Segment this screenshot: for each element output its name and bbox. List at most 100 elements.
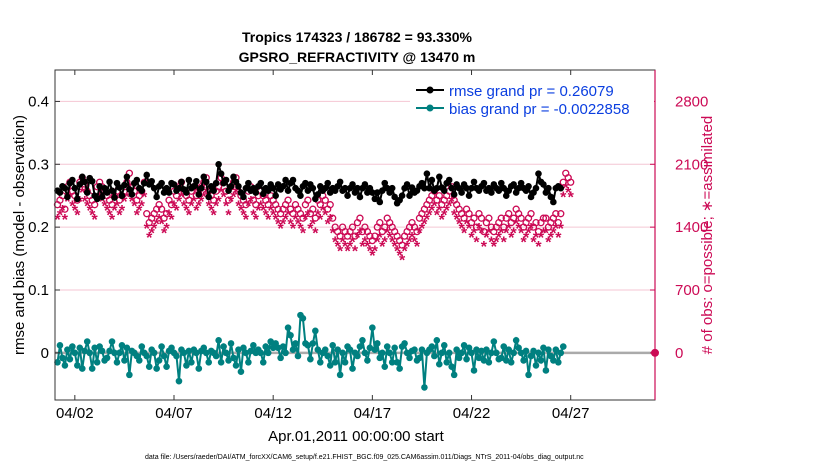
rmse-point xyxy=(321,184,329,192)
obs-assimilated-point: * xyxy=(300,226,307,243)
rmse-point xyxy=(76,181,84,188)
rmse-point xyxy=(175,184,183,192)
rmse-point xyxy=(153,193,160,201)
obs-possible-point xyxy=(435,192,443,200)
bias-point xyxy=(287,331,294,339)
obs-assimilated-point: * xyxy=(330,226,337,243)
rmse-point xyxy=(294,187,302,194)
obs-assimilated-point: * xyxy=(503,226,510,243)
obs-possible-point xyxy=(299,214,307,222)
rmse-point xyxy=(468,184,475,192)
bias-point xyxy=(160,352,168,360)
obs-assimilated-point: * xyxy=(245,199,252,216)
bias-point xyxy=(289,346,297,354)
bias-point xyxy=(346,346,354,354)
bias-point xyxy=(200,344,208,352)
rmse-point xyxy=(269,184,277,192)
bias-point xyxy=(316,358,324,366)
obs-assimilated-point: * xyxy=(501,235,508,252)
rmse-point xyxy=(398,192,406,200)
rmse-point xyxy=(450,191,458,198)
obs-assimilated-point: * xyxy=(280,217,287,234)
rmse-point xyxy=(448,184,455,192)
bias-point xyxy=(376,354,384,362)
bias-point xyxy=(180,349,188,357)
obs-assimilated-point: * xyxy=(295,217,302,234)
bias-point xyxy=(401,340,408,347)
obs-assimilated-point: * xyxy=(253,212,260,229)
rmse-point xyxy=(445,176,453,184)
obs-assimilated-point: * xyxy=(372,244,379,261)
bias-point xyxy=(321,346,329,354)
obs-assimilated-point: * xyxy=(543,226,550,243)
obs-assimilated-point: * xyxy=(213,199,220,216)
bias-point xyxy=(312,327,319,335)
y-tick-label: 0 xyxy=(41,345,49,362)
obs-assimilated-point: * xyxy=(397,248,404,265)
obs-possible-point xyxy=(304,196,312,204)
rmse-point xyxy=(435,173,443,181)
bias-point xyxy=(237,368,245,376)
rmse-series xyxy=(54,160,565,207)
bias-point xyxy=(440,342,448,349)
bias-point xyxy=(188,358,195,366)
rmse-point xyxy=(440,187,448,194)
bias-point xyxy=(220,343,227,350)
rmse-point xyxy=(69,176,76,184)
bias-point xyxy=(443,358,451,366)
rmse-point xyxy=(245,179,252,187)
obs-assimilated-point: * xyxy=(364,239,371,256)
rmse-point xyxy=(428,176,436,184)
obs-assimilated-point: * xyxy=(275,217,282,234)
rmse-point xyxy=(344,192,351,200)
obs-assimilated-point: * xyxy=(248,194,255,211)
rmse-point xyxy=(165,189,173,196)
obs-assimilated-point: * xyxy=(163,221,170,238)
bias-point xyxy=(339,349,346,357)
obs-assimilated-point: * xyxy=(290,221,297,238)
obs-assimilated-point: * xyxy=(168,212,175,229)
bias-point xyxy=(324,352,332,360)
obs-assimilated-point: * xyxy=(488,235,495,252)
obs-assimilated-point: * xyxy=(69,199,76,216)
rmse-point xyxy=(74,195,81,203)
rmse-point xyxy=(200,173,208,181)
obs-assimilated-point: * xyxy=(238,203,245,220)
obs-assimilated-point: * xyxy=(228,194,235,211)
bias-point xyxy=(138,343,146,350)
obs-assimilated-point: * xyxy=(235,199,242,216)
rmse-point xyxy=(336,178,344,186)
y-axis-label: rmse and bias (model - observation) xyxy=(11,115,28,355)
obs-possible-point xyxy=(108,201,116,209)
bias-point xyxy=(329,342,336,349)
bias-point xyxy=(103,354,111,362)
obs-assimilated-point: * xyxy=(258,199,265,216)
rmse-point xyxy=(535,170,542,178)
obs-assimilated-point: * xyxy=(565,185,572,202)
bias-point xyxy=(145,363,153,370)
bias-point xyxy=(294,352,302,360)
obs-assimilated-point: * xyxy=(558,221,565,238)
bias-point xyxy=(438,349,446,357)
x-tick-label: 04/22 xyxy=(453,405,491,422)
bias-point xyxy=(381,363,389,370)
obs-assimilated-point: * xyxy=(273,212,280,229)
obs-possible-point xyxy=(61,205,69,213)
bias-point xyxy=(173,352,180,360)
rmse-point xyxy=(289,176,297,184)
rmse-point xyxy=(193,177,200,185)
obs-possible-point xyxy=(252,201,260,209)
obs-possible-point xyxy=(336,232,344,240)
bias-point xyxy=(292,340,299,347)
obs-assimilated-point: * xyxy=(560,190,567,207)
obs-possible-point xyxy=(311,214,319,222)
obs-possible-point xyxy=(185,196,193,204)
bias-point xyxy=(510,349,517,357)
obs-possible-point xyxy=(329,214,337,222)
bias-point xyxy=(520,357,527,364)
obs-assimilated-series: ****************************************… xyxy=(54,181,574,270)
obs-assimilated-point: * xyxy=(466,221,473,238)
rmse-point xyxy=(515,184,522,192)
obs-assimilated-point: * xyxy=(436,203,443,220)
obs-assimilated-point: * xyxy=(278,221,285,238)
